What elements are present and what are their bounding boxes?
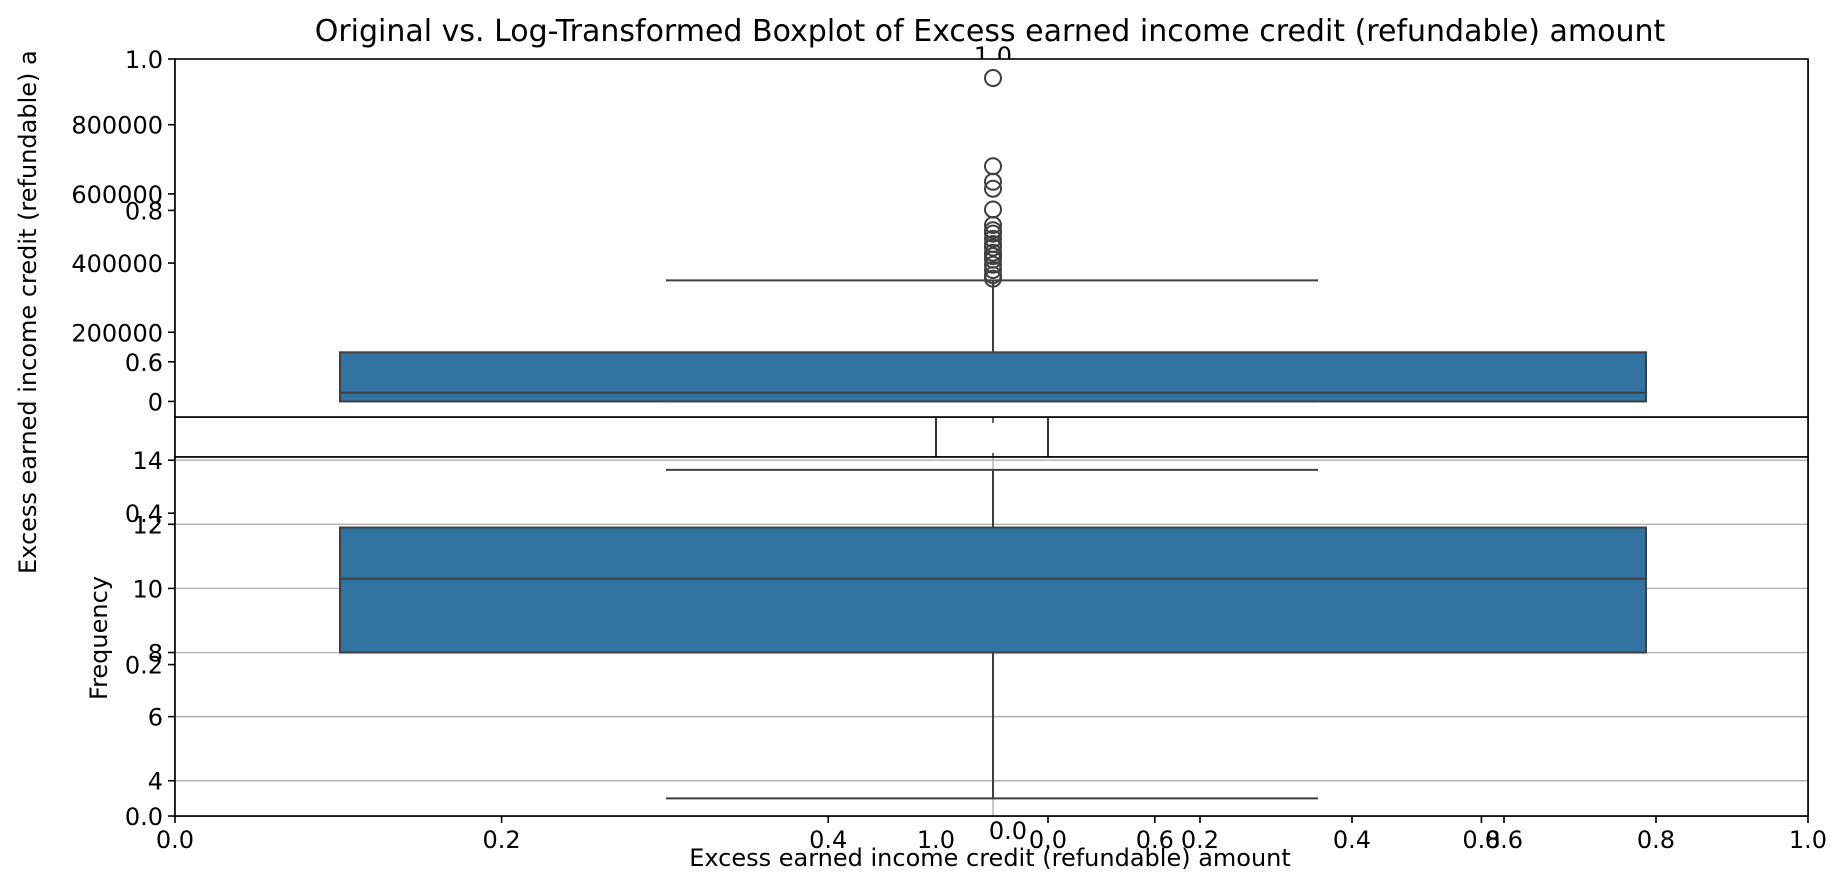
log-y-tick-label: 10 <box>132 575 163 603</box>
sub-axes-2-x-tick-label: 0.6 <box>1485 826 1523 854</box>
original-plot-area <box>339 69 1647 403</box>
original-y-tick-label: 600000 <box>71 181 163 209</box>
log-y-axis-label: Frequency <box>85 576 113 700</box>
y-axis-label: Excess earned income credit (refundable)… <box>14 50 42 574</box>
original-outlier-point <box>984 229 1002 248</box>
original-outlier-point <box>984 69 1002 88</box>
log-plot-area <box>339 468 1647 800</box>
log-box <box>339 526 1647 654</box>
log-axes-frame <box>174 456 1809 817</box>
original-outlier-point <box>984 235 1002 254</box>
original-y-tick-label: 400000 <box>71 250 163 278</box>
sub-axes-2-x-tick-label: 0.4 <box>1333 826 1371 854</box>
original-outlier-point <box>984 179 1002 198</box>
original-y-tick-label: 800000 <box>71 112 163 140</box>
middle-sub-axes-frame <box>935 416 1049 458</box>
background-x-tick-label: 0.0 <box>156 826 194 854</box>
background-x-tick-label: 1.0 <box>1789 826 1827 854</box>
background-x-tick-label: 0.4 <box>809 826 847 854</box>
middle-sub-axes <box>174 416 1809 458</box>
log-y-ticks: 4 6 8 10 12 14 <box>132 447 175 796</box>
background-y-tick-label: 1.0 <box>125 46 163 74</box>
background-y-ticks: 0.0 0.2 0.4 0.6 0.8 1.0 <box>125 46 175 831</box>
background-y-tick-label: 0.0 <box>125 803 163 831</box>
background-x-tick-label: 0.2 <box>483 826 521 854</box>
original-axes-frame <box>174 58 1809 418</box>
log-boxplot-axes: 4 6 8 10 12 14 <box>132 447 1809 817</box>
background-y-tick-label: 0.8 <box>125 197 163 225</box>
log-y-tick-label: 12 <box>132 511 163 539</box>
sub-axes-2-x-tick-label: 0.2 <box>1181 826 1219 854</box>
background-x-tick-label: 0.8 <box>1462 826 1500 854</box>
original-outlier-point <box>984 200 1002 219</box>
original-y-tick-label: 200000 <box>71 319 163 347</box>
original-y-tick-label: 0 <box>148 388 163 416</box>
log-y-tick-label: 4 <box>148 768 163 796</box>
sub-axes-2-x-tick-label: 0.0 <box>1029 826 1067 854</box>
original-outlier-point <box>984 260 1002 279</box>
sub-axes-2-x-tick-label: 0.8 <box>1637 826 1675 854</box>
background-y-tick-label: 0.4 <box>125 500 163 528</box>
log-y-tick-label: 14 <box>132 447 163 475</box>
background-x-tick-label: 0.6 <box>1136 826 1174 854</box>
original-outlier-point <box>984 221 1002 240</box>
chart-title: Original vs. Log-Transformed Boxplot of … <box>315 14 1666 49</box>
original-boxplot-axes: 0 200000 400000 600000 800000 <box>71 58 1809 418</box>
original-outlier-point <box>984 157 1002 176</box>
original-outlier-point <box>984 243 1002 262</box>
log-y-tick-label: 8 <box>148 640 163 668</box>
background-y-tick-label: 0.2 <box>125 652 163 680</box>
original-outlier-point <box>984 255 1002 274</box>
background-y-tick-label: 0.6 <box>125 349 163 377</box>
log-y-tick-label: 6 <box>148 704 163 732</box>
original-y-ticks: 0 200000 400000 600000 800000 <box>71 112 175 416</box>
sub-axes-1-x-tick-label: 1.0 <box>917 826 955 854</box>
original-box <box>339 351 1647 403</box>
x-axis-label: Excess earned income credit (refundable)… <box>689 844 1291 872</box>
overlap-x-tick-label: 0.0 <box>989 817 1027 845</box>
